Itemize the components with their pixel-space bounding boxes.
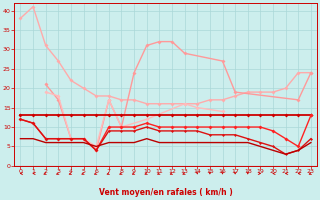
X-axis label: Vent moyen/en rafales ( km/h ): Vent moyen/en rafales ( km/h ) (99, 188, 233, 197)
